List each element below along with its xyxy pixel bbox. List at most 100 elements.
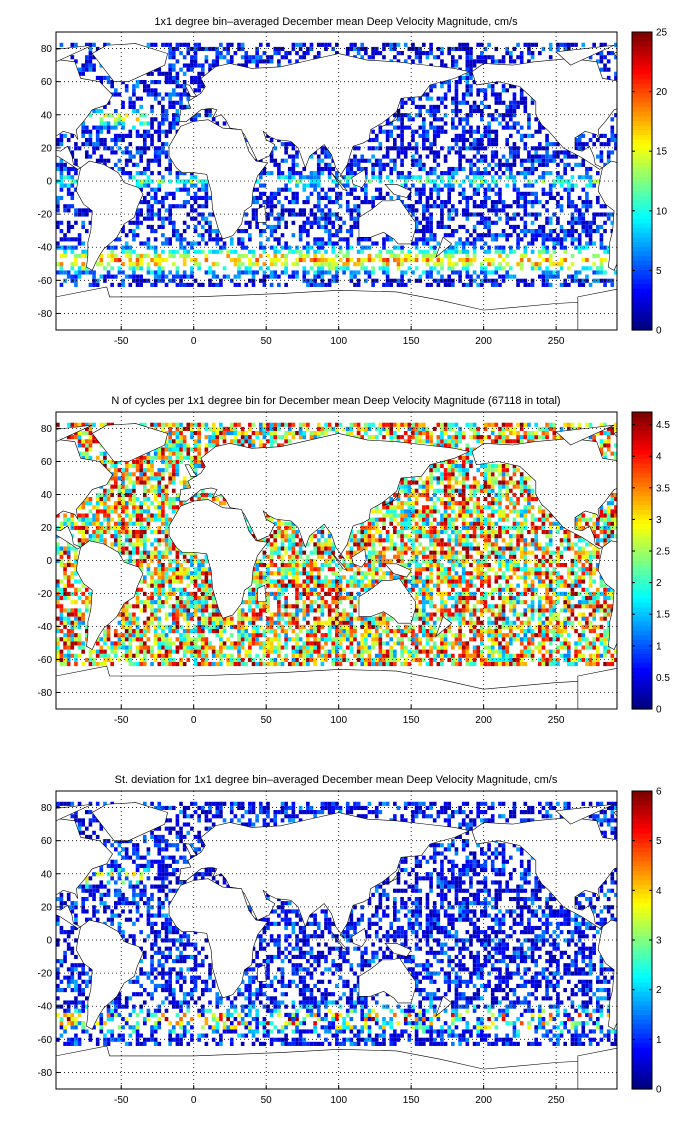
- heatmap-cell: [81, 616, 85, 621]
- heatmap-cell: [190, 75, 194, 81]
- heatmap-cell: [262, 262, 267, 267]
- heatmap-cell: [472, 162, 477, 167]
- heatmap-cell: [447, 253, 452, 258]
- heatmap-cell: [364, 191, 368, 196]
- heatmap-cell: [490, 59, 495, 64]
- heatmap-cell: [324, 249, 328, 254]
- heatmap-cell: [400, 129, 404, 134]
- heatmap-cell: [331, 661, 336, 667]
- heatmap-cell: [320, 237, 325, 242]
- heatmap-cell: [530, 641, 535, 646]
- heatmap-cell: [171, 624, 176, 629]
- heatmap-cell: [179, 608, 183, 613]
- colorbar-swatch: [632, 278, 652, 285]
- heatmap-cell: [132, 661, 136, 667]
- heatmap-cell: [121, 645, 125, 650]
- heatmap-cell: [157, 137, 162, 143]
- heatmap-cell: [342, 628, 346, 634]
- heatmap-cell: [552, 649, 557, 654]
- heatmap-cell: [490, 257, 495, 263]
- heatmap-cell: [266, 645, 270, 650]
- heatmap-cell: [146, 649, 151, 654]
- heatmap-cell: [592, 600, 596, 605]
- heatmap-cell: [425, 51, 430, 56]
- heatmap-cell: [516, 278, 520, 283]
- heatmap-cell: [153, 42, 158, 47]
- heatmap-cell: [84, 600, 89, 605]
- heatmap-cell: [494, 270, 499, 275]
- heatmap-cell: [99, 158, 104, 163]
- heatmap-cell: [530, 628, 535, 634]
- heatmap-cell: [400, 257, 404, 263]
- heatmap-cell: [454, 104, 459, 109]
- heatmap-cell: [396, 262, 401, 267]
- heatmap-cell: [284, 241, 288, 246]
- heatmap-cell: [175, 270, 180, 275]
- heatmap-cell: [240, 657, 245, 662]
- heatmap-cell: [570, 42, 575, 47]
- heatmap-cell: [197, 75, 201, 81]
- heatmap-cell: [327, 154, 332, 159]
- heatmap-cell: [432, 204, 437, 209]
- heatmap-cell: [95, 262, 100, 267]
- heatmap-cell: [298, 233, 303, 238]
- heatmap-cell: [121, 608, 125, 613]
- heatmap-cell: [505, 233, 510, 238]
- heatmap-cell: [320, 208, 325, 213]
- heatmap-cell: [295, 270, 299, 275]
- heatmap-cell: [429, 237, 433, 242]
- heatmap-cell: [451, 59, 455, 64]
- colorbar-swatch: [632, 120, 652, 126]
- heatmap-cell: [432, 233, 437, 238]
- heatmap-cell: [168, 171, 172, 176]
- heatmap-cell: [258, 42, 263, 47]
- heatmap-cell: [490, 92, 495, 97]
- heatmap-cell: [338, 612, 343, 617]
- heatmap-cell: [537, 612, 542, 617]
- heatmap-cell: [302, 187, 307, 192]
- heatmap-cell: [545, 628, 549, 634]
- heatmap-cell: [74, 237, 78, 242]
- heatmap-cell: [204, 55, 209, 60]
- heatmap-cell: [451, 653, 455, 658]
- heatmap-cell: [110, 137, 114, 143]
- heatmap-cell: [512, 183, 517, 188]
- heatmap-cell: [128, 171, 133, 176]
- heatmap-cell: [364, 645, 368, 650]
- heatmap-cell: [146, 645, 151, 650]
- heatmap-cell: [577, 653, 582, 658]
- heatmap-cell: [182, 600, 187, 605]
- heatmap-cell: [128, 633, 133, 638]
- heatmap-cell: [164, 166, 169, 172]
- heatmap-cell: [570, 175, 575, 180]
- heatmap-cell: [56, 137, 60, 143]
- heatmap-cell: [566, 154, 571, 159]
- heatmap-cell: [338, 266, 343, 271]
- heatmap-cell: [193, 657, 198, 662]
- heatmap-cell: [208, 612, 212, 617]
- heatmap-cell: [588, 200, 593, 205]
- heatmap-cell: [95, 278, 100, 283]
- heatmap-cell: [110, 80, 114, 85]
- heatmap-cell: [262, 608, 267, 613]
- heatmap-cell: [240, 600, 245, 605]
- heatmap-cell: [81, 63, 85, 68]
- heatmap-cell: [77, 645, 82, 650]
- heatmap-cell: [422, 649, 426, 654]
- heatmap-cell: [461, 633, 466, 638]
- heatmap-cell: [472, 645, 477, 650]
- heatmap-cell: [66, 175, 71, 180]
- heatmap-cell: [135, 282, 140, 287]
- heatmap-cell: [63, 645, 67, 650]
- heatmap-cell: [476, 175, 481, 180]
- heatmap-cell: [599, 633, 604, 638]
- heatmap-cell: [168, 179, 172, 184]
- heatmap-cell: [606, 637, 611, 642]
- heatmap-cell: [480, 113, 484, 118]
- heatmap-cell: [414, 191, 419, 196]
- heatmap-cell: [389, 253, 394, 258]
- heatmap-cell: [393, 657, 397, 662]
- heatmap-cell: [487, 224, 491, 230]
- heatmap-cell: [338, 257, 343, 263]
- heatmap-cell: [374, 628, 379, 634]
